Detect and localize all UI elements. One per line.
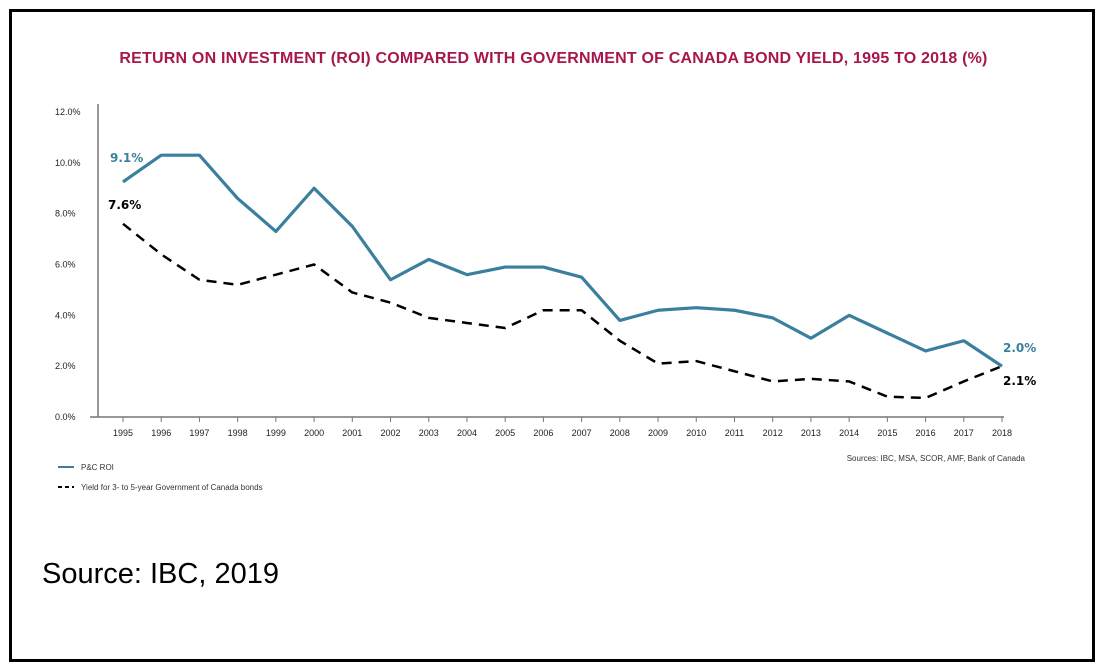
x-tick-label: 1999 (266, 428, 286, 438)
x-tick-label: 2010 (686, 428, 706, 438)
chart-title: RETURN ON INVESTMENT (ROI) COMPARED WITH… (119, 50, 988, 67)
y-tick-label: 0.0% (55, 412, 76, 422)
legend-label: Yield for 3- to 5-year Government of Can… (81, 483, 263, 492)
x-tick-label: 2012 (763, 428, 783, 438)
x-tick-label: 2016 (916, 428, 936, 438)
x-tick-label: 2011 (725, 428, 744, 438)
legend-label: P&C ROI (81, 463, 114, 472)
x-tick-label: 2005 (495, 428, 515, 438)
x-tick-label: 2003 (419, 428, 439, 438)
y-tick-label: 2.0% (55, 361, 76, 371)
y-tick-label: 6.0% (55, 260, 76, 270)
caption: Source: IBC, 2019 (42, 558, 279, 590)
y-tick-label: 12.0% (55, 107, 81, 117)
x-tick-label: 1998 (228, 428, 248, 438)
x-tick-label: 2002 (381, 428, 401, 438)
x-tick-label: 2004 (457, 428, 477, 438)
x-tick-label: 2013 (801, 428, 821, 438)
x-tick-label: 1996 (151, 428, 171, 438)
roi-line (122, 153, 1003, 368)
sources-note: Sources: IBC, MSA, SCOR, AMF, Bank of Ca… (847, 454, 1026, 463)
x-tick-label: 2014 (839, 428, 859, 438)
y-tick-label: 4.0% (55, 310, 76, 320)
x-tick-label: 1995 (113, 428, 133, 438)
x-tick-label: 2017 (954, 428, 974, 438)
start-data-label: 7.6% (108, 198, 141, 212)
x-tick-label: 2006 (533, 428, 553, 438)
x-tick-label: 2009 (648, 428, 668, 438)
end-data-label: 2.1% (1003, 374, 1036, 388)
end-data-label: 2.0% (1003, 341, 1036, 355)
x-tick-label: 2018 (992, 428, 1012, 438)
chart-frame (9, 9, 1095, 662)
x-tick-label: 1997 (189, 428, 209, 438)
start-data-label: 9.1% (110, 151, 143, 165)
x-tick-label: 2008 (610, 428, 630, 438)
x-tick-label: 2000 (304, 428, 324, 438)
y-tick-label: 10.0% (55, 158, 81, 168)
x-tick-label: 2015 (877, 428, 897, 438)
bond-yield-line (122, 222, 1003, 400)
x-tick-label: 2001 (342, 428, 362, 438)
y-tick-label: 8.0% (55, 209, 76, 219)
x-tick-label: 2007 (572, 428, 592, 438)
